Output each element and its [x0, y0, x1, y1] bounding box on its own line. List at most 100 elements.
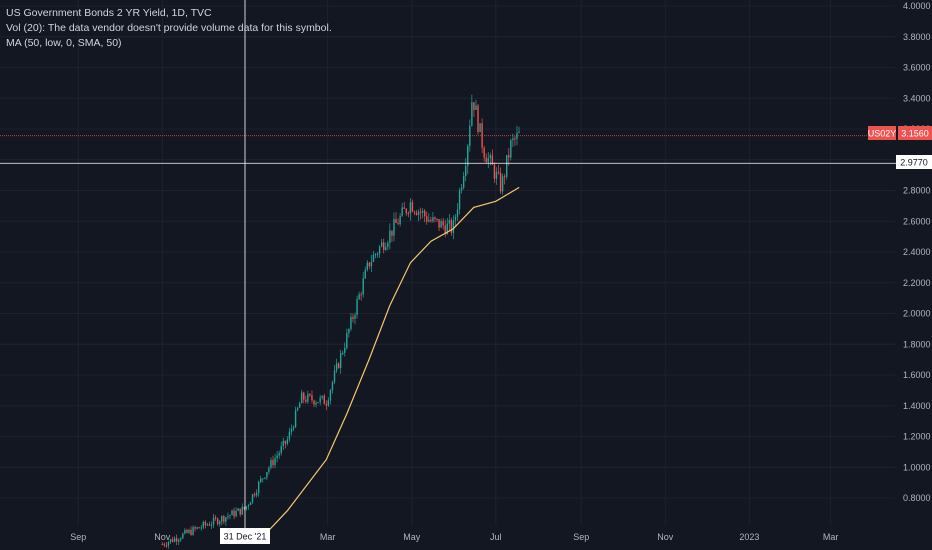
candle-body	[198, 527, 200, 529]
candle-body	[419, 211, 422, 213]
candle-body	[344, 348, 346, 353]
candle-body	[270, 459, 272, 468]
candle-body	[465, 166, 467, 177]
crosshair-date-tag: 31 Dec '21	[220, 528, 270, 544]
crosshair-date-label: 31 Dec '21	[224, 532, 267, 542]
candle-body	[225, 517, 227, 522]
candle-body	[421, 210, 424, 213]
candle-body	[432, 217, 434, 222]
candle-body	[366, 262, 369, 270]
time-axis[interactable]: Sep Nov Mar May Jul Sep Nov 2023 Mar	[70, 532, 838, 542]
candle-body	[237, 508, 239, 511]
candle-body	[403, 207, 405, 209]
candle-body	[200, 527, 202, 529]
candle-body	[510, 140, 512, 158]
candle-body	[268, 467, 270, 473]
volume-legend-line[interactable]: Vol (20): The data vendor doesn't provid…	[6, 22, 332, 34]
x-tick-label: Sep	[573, 532, 589, 542]
ma-legend-line[interactable]: MA (50, low, 0, SMA, 50)	[6, 37, 122, 49]
candle-body	[389, 230, 391, 243]
y-tick-label: 2.0000	[903, 309, 931, 319]
candle-body	[249, 502, 252, 506]
candle-body	[235, 510, 237, 517]
y-tick-label: 3.4000	[903, 93, 931, 103]
candle-body	[479, 123, 481, 133]
candle-body	[495, 172, 498, 179]
candle-body	[493, 164, 496, 179]
candle-body	[376, 253, 379, 255]
candle-body	[411, 202, 414, 212]
symbol-legend-line[interactable]: US Government Bonds 2 YR Yield, 1D, TVC	[6, 7, 212, 19]
candle-body	[188, 529, 190, 533]
candle-body	[196, 527, 198, 529]
candle-body	[440, 221, 442, 228]
x-tick-label: 2023	[739, 532, 759, 542]
candle-body	[401, 207, 403, 216]
y-tick-label: 3.8000	[903, 32, 931, 42]
candle-body	[214, 517, 217, 519]
candle-body	[202, 521, 205, 528]
candle-body	[173, 538, 176, 542]
price-axis[interactable]: 4.00003.80003.60003.40003.20003.00002.80…	[903, 1, 931, 503]
candle-body	[499, 172, 502, 192]
candle-body	[231, 510, 233, 516]
x-tick-label: Nov	[657, 532, 674, 542]
y-tick-label: 2.2000	[903, 278, 931, 288]
candle-body	[360, 294, 362, 296]
candle-body	[380, 242, 383, 247]
candle-body	[383, 242, 385, 251]
candle-body	[460, 187, 463, 191]
candle-body	[264, 477, 266, 479]
y-tick-label: 1.8000	[903, 339, 931, 349]
candle-body	[346, 333, 348, 349]
candle-body	[167, 542, 170, 546]
candle-body	[378, 246, 381, 254]
candle-body	[262, 478, 264, 480]
candle-body	[489, 155, 492, 159]
candle-body	[243, 506, 246, 510]
candle-body	[305, 399, 307, 402]
candle-body	[413, 211, 416, 213]
candle-body	[497, 172, 500, 174]
candle-body	[266, 472, 268, 478]
candle-body	[325, 404, 328, 406]
candle-body	[169, 539, 172, 543]
candle-body	[184, 529, 186, 534]
y-tick-label: 2.6000	[903, 216, 931, 226]
candle-body	[282, 440, 284, 447]
candle-body	[255, 492, 258, 496]
x-tick-label: May	[403, 532, 421, 542]
candle-body	[317, 402, 319, 404]
x-tick-label: Sep	[70, 532, 86, 542]
candle-body	[399, 215, 401, 225]
candle-body	[485, 157, 487, 163]
candle-body	[333, 370, 336, 382]
chart-legend: US Government Bonds 2 YR Yield, 1D, TVC …	[6, 6, 332, 51]
candle-body	[321, 395, 323, 398]
symbol-price-tag: US02Y 3.1560	[868, 126, 932, 140]
candle-body	[415, 212, 418, 215]
candle-body	[182, 533, 184, 539]
candle-body	[288, 431, 291, 440]
candle-body	[313, 400, 315, 405]
candle-body	[309, 393, 311, 396]
candle-body	[491, 155, 494, 165]
candle-body	[454, 216, 457, 221]
candle-body	[350, 316, 352, 330]
candle-body	[448, 219, 451, 224]
candle-body	[278, 452, 280, 456]
candle-body	[518, 131, 520, 133]
candle-body	[294, 410, 297, 428]
crosshair-price-tag: 2.9770	[896, 155, 932, 169]
candle-body	[301, 392, 303, 404]
candle-body	[208, 524, 211, 526]
candle-body	[436, 218, 438, 220]
candle-body	[335, 363, 338, 371]
candle-body	[221, 516, 223, 522]
candle-body	[323, 395, 325, 405]
candle-body	[171, 539, 174, 542]
candle-body	[161, 544, 164, 546]
y-tick-label: 1.0000	[903, 462, 931, 472]
